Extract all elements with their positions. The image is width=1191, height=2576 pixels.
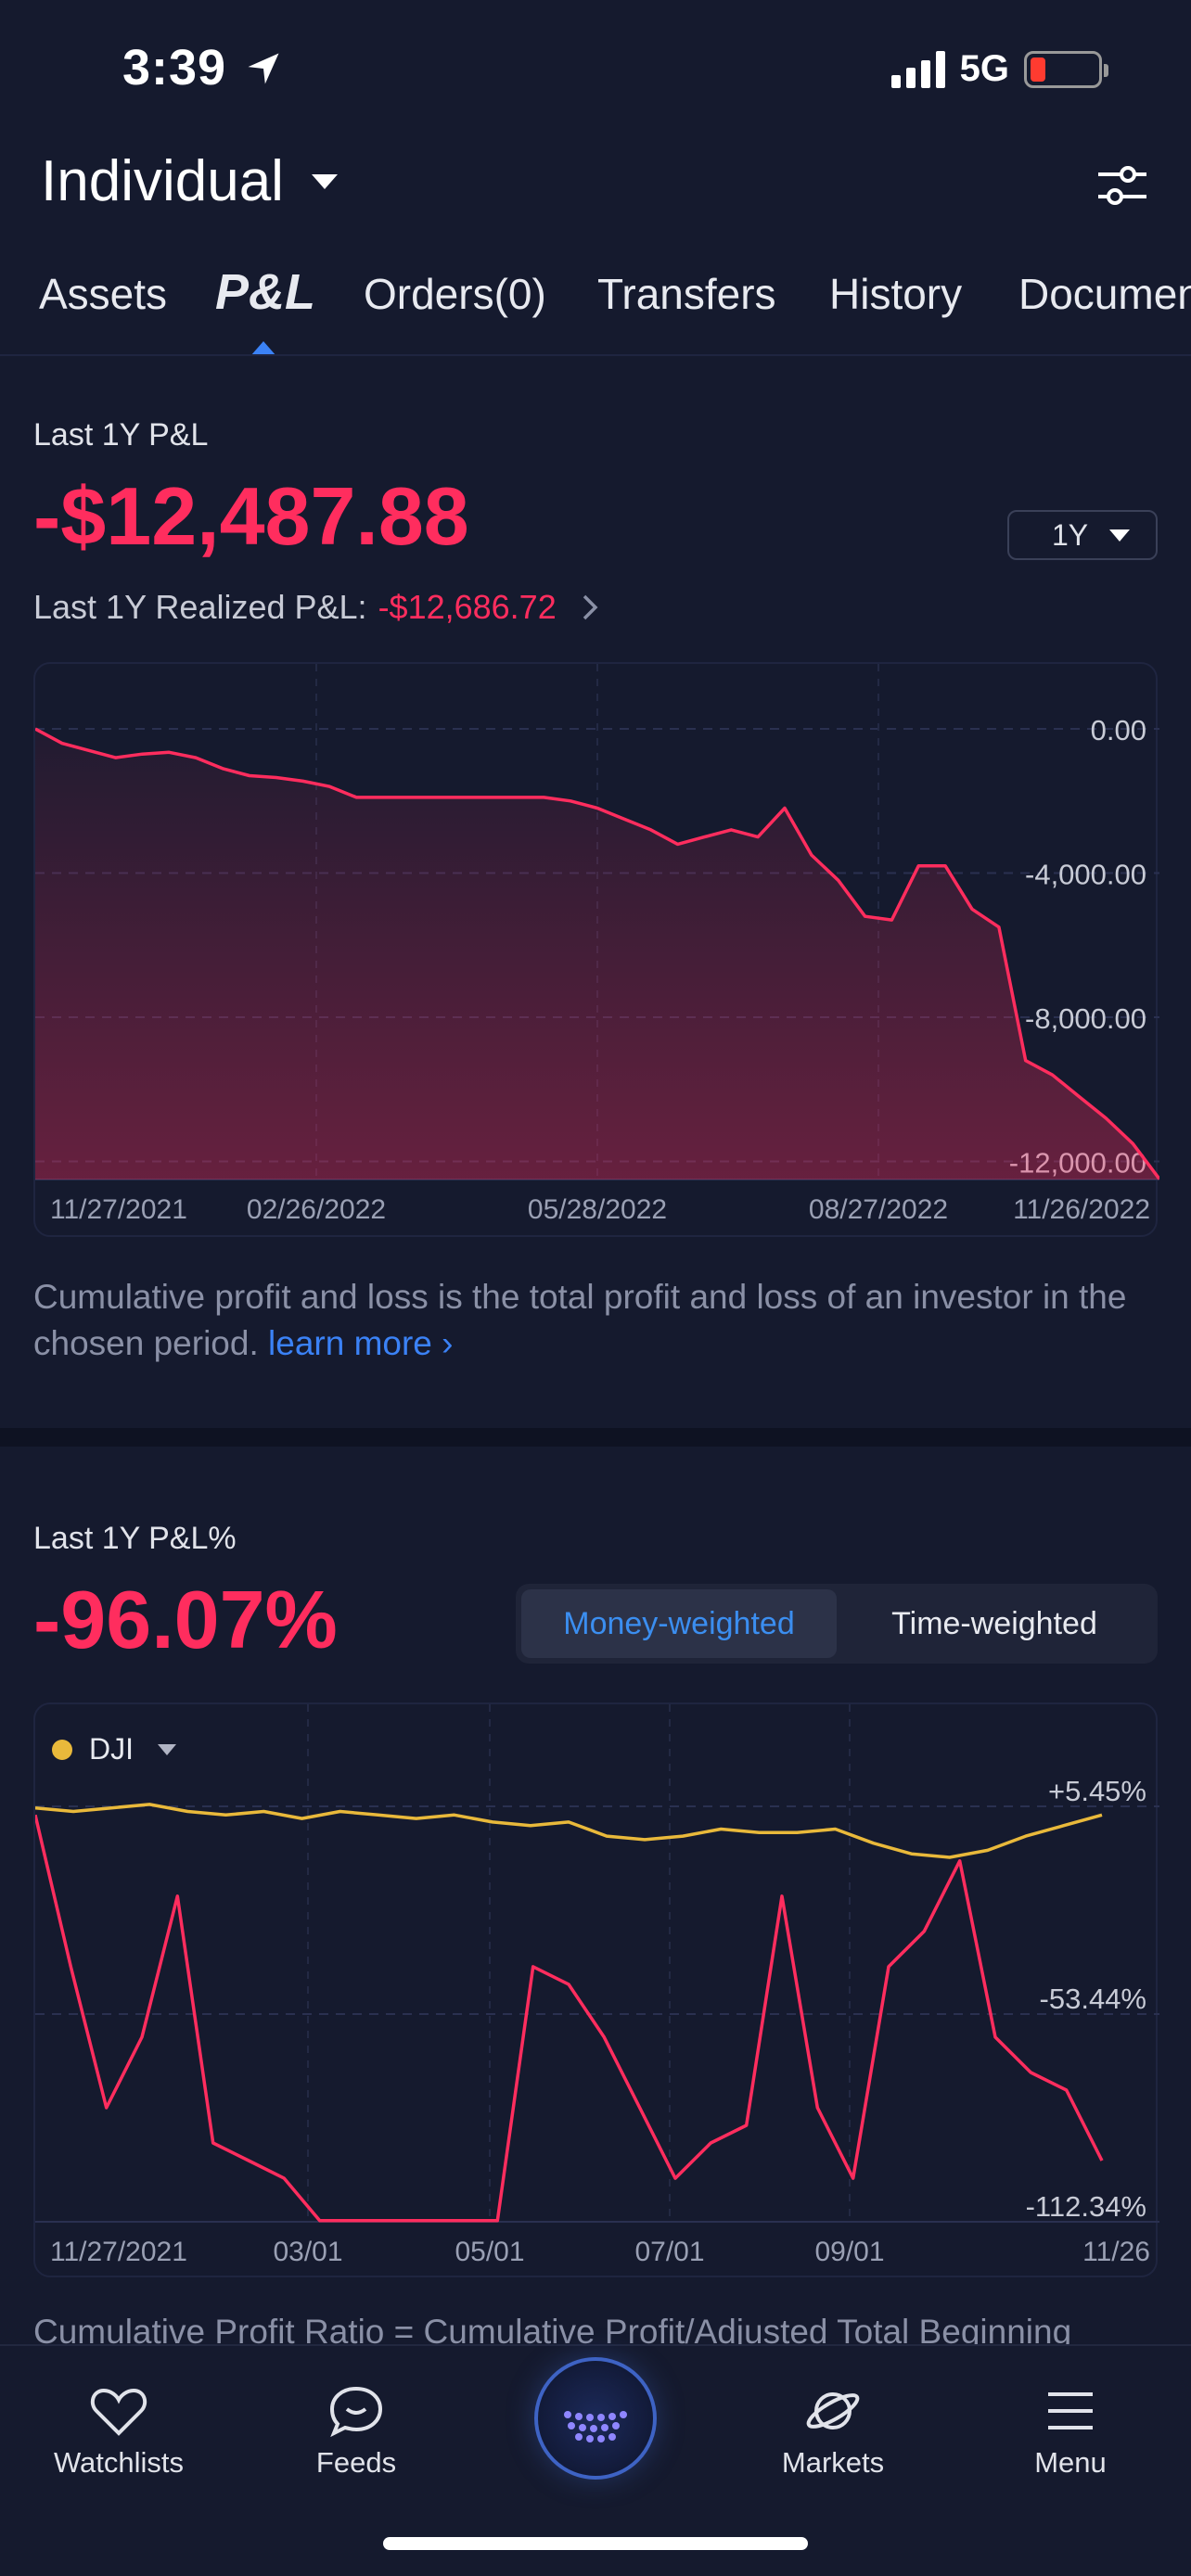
battery-icon <box>1024 50 1108 88</box>
pnl-pct-chart-card: +5.45% -53.44% -112.34% 11/27/2021 03/01 05/0… <box>33 1702 1159 2279</box>
learn-more-link[interactable]: learn more › <box>268 1324 454 1362</box>
signal-icon <box>890 50 945 88</box>
account-selector[interactable]: Individual <box>41 148 338 214</box>
active-tab-indicator <box>250 341 276 354</box>
benchmark-selector[interactable]: DJI <box>52 1732 176 1766</box>
tab-transfers[interactable]: Transfers <box>597 270 776 318</box>
x-tick-label: 08/27/2022 <box>809 1194 948 1225</box>
pnl-description: Cumulative profit and loss is the total … <box>33 1278 1127 1362</box>
pnl-pct-chart[interactable]: +5.45% -53.44% -112.34% 11/27/2021 03/01 05/0… <box>33 1704 1159 2279</box>
x-tick-label: 09/01 <box>814 2237 884 2267</box>
home-center-button[interactable] <box>534 2357 657 2480</box>
account-name: Individual <box>41 149 284 213</box>
benchmark-label: DJI <box>89 1732 134 1766</box>
pnl-chart[interactable]: 0.00-4,000.00-8,000.00-12,000.0011/27/20… <box>34 664 1161 1239</box>
y-tick-label: -8,000.00 <box>1025 1002 1146 1035</box>
status-time: 3:39 <box>122 40 227 96</box>
settings-sliders-icon[interactable] <box>1095 158 1150 213</box>
nav-markets[interactable]: Markets <box>740 2383 926 2480</box>
weighting-toggle: Money-weighted Time-weighted <box>516 1584 1158 1664</box>
smile-logo-icon <box>564 2411 627 2442</box>
chevron-down-icon <box>311 173 338 189</box>
pnl-pct-title: Last 1Y P&L% <box>33 1521 237 1556</box>
series-line <box>34 1803 1103 1859</box>
heart-icon <box>90 2388 147 2436</box>
series-line <box>34 727 1161 1180</box>
x-tick-label: 02/26/2022 <box>247 1194 386 1225</box>
hamburger-menu-icon <box>1048 2392 1093 2429</box>
period-value: 1Y <box>1052 517 1089 552</box>
planet-icon <box>806 2392 860 2429</box>
chevron-down-icon <box>158 1743 176 1755</box>
x-tick-label: 11/27/2021 <box>50 2237 187 2267</box>
chat-bubble-icon <box>329 2386 383 2438</box>
pnl-title: Last 1Y P&L <box>33 417 209 453</box>
x-tick-label: 07/01 <box>634 2237 704 2267</box>
tab-pnl[interactable]: P&L <box>215 264 315 320</box>
x-tick-label: 11/27/2021 <box>50 1194 187 1225</box>
y-tick-label: +5.45% <box>1048 1775 1146 1807</box>
realized-pnl-label: Last 1Y Realized P&L: <box>33 588 367 626</box>
x-tick-label: 05/28/2022 <box>528 1194 667 1225</box>
x-tick-label: 11/26/2022 <box>1013 1194 1150 1225</box>
benchmark-dot <box>52 1739 72 1760</box>
status-indicators: 5G <box>890 48 1108 90</box>
nav-menu[interactable]: Menu <box>978 2383 1163 2480</box>
tab-assets[interactable]: Assets <box>39 270 168 318</box>
realized-pnl-value: -$12,686.72 <box>378 588 557 626</box>
y-tick-label: -112.34% <box>1026 2190 1146 2223</box>
home-indicator <box>383 2537 808 2550</box>
series-line <box>33 1814 1104 2223</box>
tab-orders[interactable]: Orders(0) <box>364 270 546 318</box>
chevron-down-icon <box>1109 529 1130 542</box>
x-tick-label: 03/01 <box>273 2237 342 2267</box>
area-fill <box>35 729 1159 1180</box>
y-tick-label: -53.44% <box>1040 1983 1146 2015</box>
x-tick-label: 05/01 <box>455 2237 524 2267</box>
x-tick-label: 11/26 <box>1082 2237 1150 2267</box>
pnl-pct-value: -96.07% <box>33 1574 338 1665</box>
tab-documents[interactable]: Documents <box>1018 270 1191 318</box>
nav-feeds[interactable]: Feeds <box>263 2383 449 2480</box>
section-divider <box>0 1428 1191 1447</box>
pnl-chart-card: 0.00-4,000.00-8,000.00-12,000.0011/27/20… <box>33 662 1161 1239</box>
time-weighted-button[interactable]: Time-weighted <box>891 1605 1097 1641</box>
location-arrow-icon <box>243 48 284 94</box>
account-tabs: Assets P&L Orders(0) Transfers History D… <box>0 263 1191 356</box>
y-tick-label: -4,000.00 <box>1025 859 1146 891</box>
y-tick-label: 0.00 <box>1091 714 1146 746</box>
tab-history[interactable]: History <box>829 270 963 318</box>
period-dropdown[interactable]: 1Y <box>1007 510 1158 560</box>
chevron-right-icon <box>583 594 598 620</box>
money-weighted-button[interactable]: Money-weighted <box>521 1589 837 1658</box>
pnl-value: -$12,487.88 <box>33 470 469 562</box>
realized-pnl-row[interactable]: Last 1Y Realized P&L: -$12,686.72 <box>33 588 605 627</box>
nav-watchlists[interactable]: Watchlists <box>26 2383 211 2480</box>
network-label: 5G <box>959 48 1009 89</box>
